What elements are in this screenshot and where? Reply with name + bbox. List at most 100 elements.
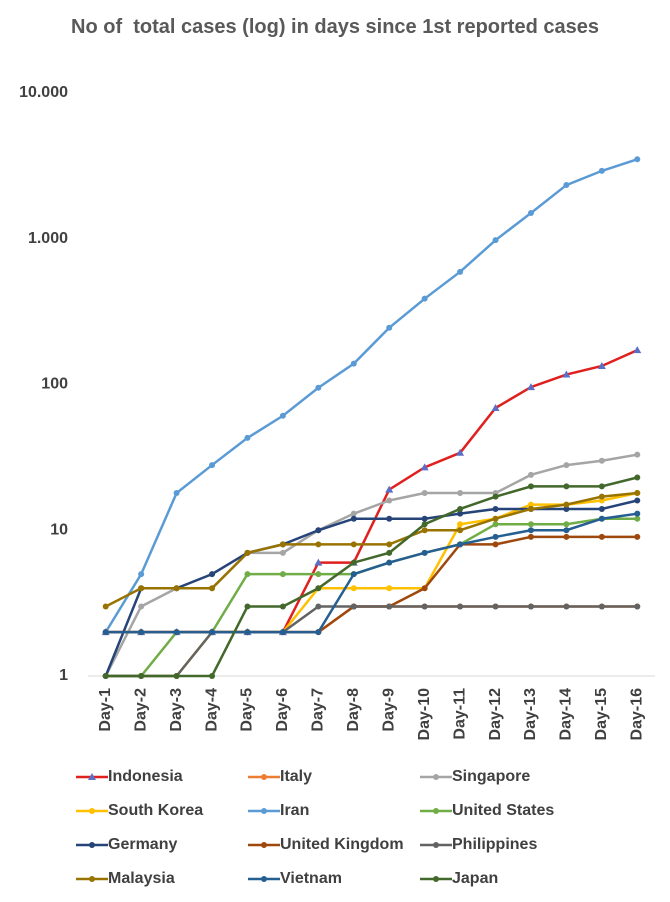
- data-point: [634, 490, 641, 497]
- data-point: [138, 629, 145, 636]
- y-tick-label: 100: [41, 376, 68, 393]
- series-line: [105, 491, 638, 608]
- data-point: [598, 483, 605, 490]
- data-point: [386, 541, 393, 548]
- data-point: [209, 673, 216, 679]
- legend-label: Malaysia: [108, 870, 175, 887]
- data-point: [457, 527, 464, 534]
- data-point: [421, 515, 428, 522]
- data-point: [209, 571, 216, 578]
- data-point: [457, 268, 464, 275]
- x-tick-label: Day-6: [274, 688, 291, 732]
- data-point: [492, 541, 499, 548]
- data-point: [563, 462, 570, 469]
- legend-marker: [89, 808, 95, 814]
- legend-marker: [433, 876, 439, 882]
- data-point: [385, 485, 394, 493]
- data-point: [173, 629, 180, 636]
- x-tick-label: Day-12: [487, 688, 504, 741]
- data-point: [563, 505, 570, 512]
- data-point: [173, 673, 180, 679]
- data-point: [457, 510, 464, 517]
- x-tick-label: Day-8: [345, 688, 362, 732]
- data-point: [527, 521, 534, 528]
- data-point: [456, 448, 465, 456]
- data-point: [527, 501, 534, 508]
- series-line: [105, 605, 638, 634]
- data-point: [420, 463, 429, 471]
- legend-marker: [261, 842, 267, 848]
- data-point: [421, 603, 428, 610]
- data-point: [315, 527, 322, 534]
- legend-marker: [433, 842, 439, 848]
- data-point: [634, 603, 641, 610]
- data-point: [634, 533, 641, 540]
- data-point: [598, 603, 605, 610]
- data-point: [634, 510, 641, 517]
- legend-label: Singapore: [452, 768, 530, 785]
- data-point: [279, 412, 286, 419]
- data-point: [421, 490, 428, 497]
- x-tick-label: Day-1: [97, 688, 114, 732]
- data-point: [314, 558, 323, 566]
- data-point: [315, 629, 322, 636]
- data-point: [492, 533, 499, 540]
- data-point: [421, 585, 428, 592]
- data-point: [386, 497, 393, 504]
- data-point: [492, 493, 499, 500]
- legend-label: Italy: [280, 768, 312, 785]
- series-line: [105, 512, 638, 634]
- series-line: [105, 605, 638, 678]
- chart-title: No of total cases (log) in days since 1s…: [71, 16, 599, 38]
- data-point: [350, 541, 357, 548]
- data-point: [315, 384, 322, 391]
- data-point: [244, 629, 251, 636]
- x-tick-label: Day-13: [522, 688, 539, 741]
- data-point: [527, 505, 534, 512]
- data-point: [597, 361, 606, 369]
- data-point: [633, 346, 642, 354]
- data-point: [386, 515, 393, 522]
- data-point: [279, 603, 286, 610]
- legend-marker: [433, 808, 439, 814]
- data-point: [102, 673, 109, 679]
- legend-label: Philippines: [452, 836, 537, 853]
- data-point: [315, 603, 322, 610]
- data-point: [173, 585, 180, 592]
- data-point: [457, 490, 464, 497]
- x-tick-label: Day-10: [416, 688, 433, 741]
- data-point: [563, 182, 570, 189]
- series-line: [105, 517, 638, 678]
- data-point: [598, 505, 605, 512]
- data-point: [315, 571, 322, 578]
- data-point: [421, 527, 428, 534]
- legend-marker: [89, 876, 95, 882]
- data-point: [598, 515, 605, 522]
- data-point: [315, 541, 322, 548]
- data-point: [457, 541, 464, 548]
- data-point: [350, 571, 357, 578]
- x-tick-label: Day-16: [629, 688, 646, 741]
- data-point: [527, 533, 534, 540]
- legend-label: Japan: [452, 870, 498, 887]
- data-point: [457, 603, 464, 610]
- series-line: [104, 453, 638, 677]
- data-point: [527, 603, 534, 610]
- legend-marker: [261, 774, 267, 780]
- x-tick-label: Day-7: [310, 688, 327, 732]
- data-point: [279, 541, 286, 548]
- data-point: [634, 156, 641, 163]
- data-point: [350, 360, 357, 367]
- data-point: [386, 559, 393, 566]
- data-point: [526, 383, 535, 391]
- x-tick-label: Day-4: [203, 688, 220, 732]
- data-point: [562, 370, 571, 378]
- data-point: [598, 167, 605, 174]
- data-point: [138, 571, 145, 578]
- data-point: [138, 673, 145, 679]
- data-point: [350, 585, 357, 592]
- data-point: [492, 521, 499, 528]
- data-point: [173, 490, 180, 497]
- data-point: [279, 629, 286, 636]
